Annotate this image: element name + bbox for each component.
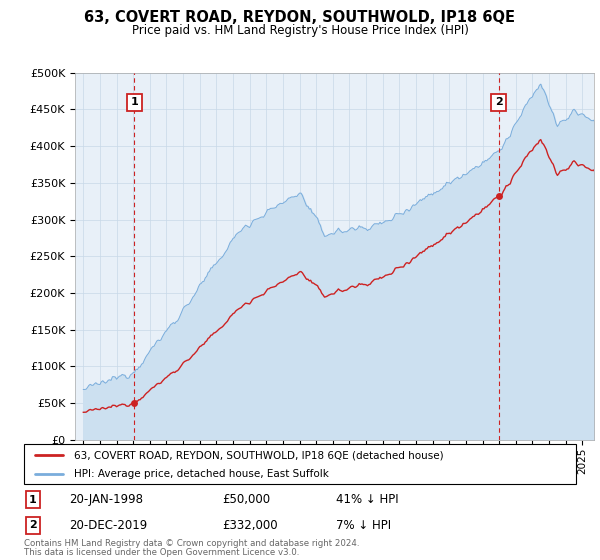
Text: 20-DEC-2019: 20-DEC-2019: [69, 519, 147, 532]
Text: 20-JAN-1998: 20-JAN-1998: [69, 493, 143, 506]
Text: 63, COVERT ROAD, REYDON, SOUTHWOLD, IP18 6QE: 63, COVERT ROAD, REYDON, SOUTHWOLD, IP18…: [85, 10, 515, 25]
Text: 1: 1: [29, 494, 37, 505]
Text: 41% ↓ HPI: 41% ↓ HPI: [336, 493, 398, 506]
Text: Contains HM Land Registry data © Crown copyright and database right 2024.: Contains HM Land Registry data © Crown c…: [24, 539, 359, 548]
Text: 2: 2: [494, 97, 502, 107]
Text: £50,000: £50,000: [222, 493, 270, 506]
FancyBboxPatch shape: [24, 444, 576, 484]
Text: 7% ↓ HPI: 7% ↓ HPI: [336, 519, 391, 532]
Text: Price paid vs. HM Land Registry's House Price Index (HPI): Price paid vs. HM Land Registry's House …: [131, 24, 469, 36]
Text: 2: 2: [29, 520, 37, 530]
Text: £332,000: £332,000: [222, 519, 278, 532]
Text: This data is licensed under the Open Government Licence v3.0.: This data is licensed under the Open Gov…: [24, 548, 299, 557]
Text: HPI: Average price, detached house, East Suffolk: HPI: Average price, detached house, East…: [74, 469, 329, 479]
Text: 1: 1: [130, 97, 138, 107]
Text: 63, COVERT ROAD, REYDON, SOUTHWOLD, IP18 6QE (detached house): 63, COVERT ROAD, REYDON, SOUTHWOLD, IP18…: [74, 450, 443, 460]
